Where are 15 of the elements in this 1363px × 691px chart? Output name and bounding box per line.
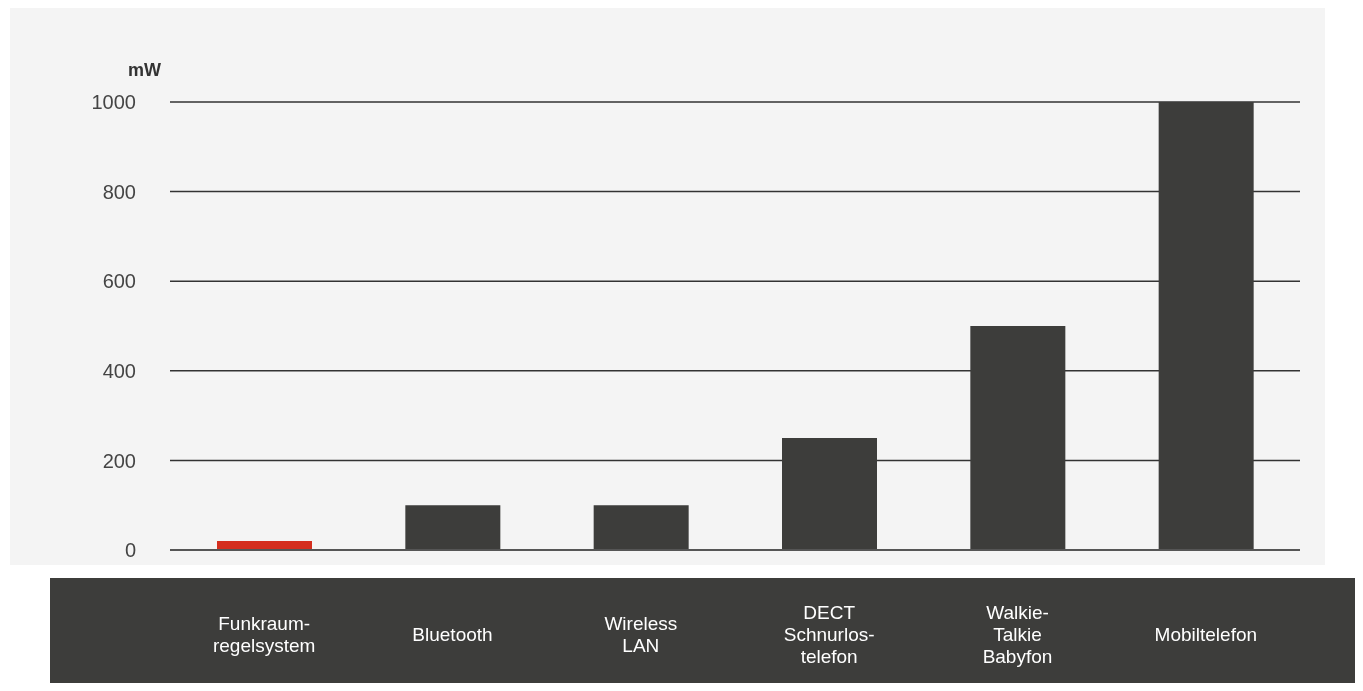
x-tick-label: Bluetooth [412,624,493,646]
bar [405,505,501,550]
x-tick-label: Walkie- Talkie Babyfon [982,602,1053,668]
x-tick-label: DECT Schnurlos- telefon [783,602,875,668]
y-tick-label: 200 [102,449,136,472]
x-tick-label: Mobiltelefon [1154,624,1258,646]
x-tick-label: Wireless LAN [604,613,678,657]
y-tick-label: 800 [102,180,136,203]
y-tick-label: 400 [102,359,136,382]
bar [593,505,689,550]
x-tick-label: Funkraum- regelsystem [212,613,316,657]
y-tick-label: 600 [102,270,136,293]
y-tick-label: 1000 [91,91,136,114]
y-axis-title: mW [128,60,161,81]
y-tick-label: 0 [124,539,136,562]
